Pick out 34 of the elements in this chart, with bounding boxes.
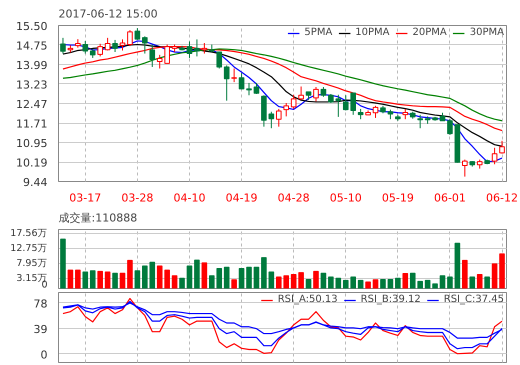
- x-tick-label: 05-10: [330, 192, 362, 204]
- y-tick-label: 78: [34, 297, 48, 310]
- legend-label: RSI_C:37.45: [444, 294, 504, 305]
- chart-title: 2017-06-12 15:00: [58, 8, 158, 20]
- y-tick-label: 0: [40, 348, 48, 362]
- y-tick-label: 15.50: [16, 20, 48, 33]
- y-tick-label: 10.95: [16, 137, 48, 150]
- legend-label: RSI_B:39.12: [360, 294, 421, 305]
- x-tick-label: 04-28: [278, 192, 310, 204]
- y-tick-label: 0: [41, 280, 48, 290]
- y-tick-label: 11.71: [16, 118, 48, 131]
- x-tick-label: 03-28: [121, 192, 154, 204]
- y-tick-label: 12.47: [16, 98, 48, 111]
- y-tick-label: 7.95万: [16, 258, 48, 270]
- x-tick-label: 05-19: [382, 192, 414, 204]
- y-tick-label: 10.19: [16, 156, 48, 170]
- x-tick-label: 03-17: [69, 192, 102, 204]
- x-tick-label: 06-12: [486, 192, 518, 204]
- y-tick-label: 39: [34, 322, 48, 336]
- x-tick-label: 06-01: [434, 192, 466, 204]
- y-tick-label: 13.23: [16, 78, 48, 92]
- legend-label: 5PMA: [304, 27, 332, 38]
- y-tick-label: 14.75: [16, 39, 48, 52]
- chart-title: 成交量:110888: [58, 212, 138, 224]
- legend-label: 30PMA: [470, 27, 504, 38]
- y-tick-label: 9.44: [23, 176, 48, 189]
- legend-label: 20PMA: [412, 27, 447, 38]
- legend-label: RSI_A:50.13: [278, 294, 338, 305]
- x-tick-label: 04-10: [173, 192, 206, 204]
- y-tick-label: 12.75万: [10, 243, 48, 254]
- y-tick-label: 13.99: [16, 58, 48, 72]
- legend-label: 10PMA: [355, 27, 390, 38]
- x-tick-label: 04-19: [226, 192, 258, 204]
- y-tick-label: 17.56万: [10, 228, 48, 240]
